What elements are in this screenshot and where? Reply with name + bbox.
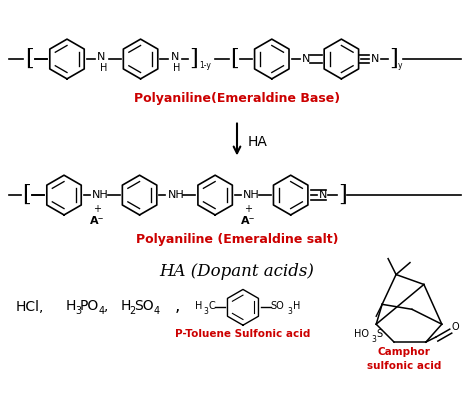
- Text: 2: 2: [129, 306, 136, 316]
- Text: [: [: [230, 48, 239, 70]
- Text: 4: 4: [99, 306, 105, 316]
- Text: ,: ,: [104, 300, 108, 313]
- Text: N: N: [170, 52, 179, 62]
- Text: NH: NH: [243, 190, 260, 200]
- Text: ]: ]: [338, 184, 347, 206]
- Text: SO: SO: [135, 300, 154, 313]
- Text: HA (Dopant acids): HA (Dopant acids): [160, 263, 314, 280]
- Text: [: [: [25, 48, 34, 70]
- Text: +: +: [93, 204, 101, 214]
- Text: 4: 4: [154, 306, 160, 316]
- Text: ]: ]: [189, 48, 198, 70]
- Text: NH: NH: [92, 190, 109, 200]
- Text: Camphor
sulfonic acid: Camphor sulfonic acid: [367, 347, 441, 370]
- Text: H: H: [66, 300, 76, 313]
- Text: 3: 3: [371, 335, 376, 344]
- Text: Polyaniline (Emeraldine salt): Polyaniline (Emeraldine salt): [136, 233, 338, 246]
- Text: A⁻: A⁻: [90, 216, 104, 226]
- Text: 3: 3: [288, 307, 292, 316]
- Text: H: H: [195, 301, 202, 311]
- Text: A⁻: A⁻: [241, 216, 255, 226]
- Text: ,: ,: [174, 297, 180, 315]
- Text: H: H: [173, 63, 181, 73]
- Text: [: [: [22, 184, 31, 206]
- Text: 3: 3: [203, 307, 208, 316]
- Text: HCl,: HCl,: [15, 300, 44, 314]
- Text: 3: 3: [75, 306, 81, 316]
- Text: Polyaniline(Emeraldine Base): Polyaniline(Emeraldine Base): [134, 92, 340, 105]
- Text: y: y: [398, 61, 402, 70]
- Text: S: S: [376, 329, 383, 339]
- Text: H: H: [292, 301, 300, 311]
- Text: HA: HA: [248, 136, 268, 150]
- Text: +: +: [244, 204, 252, 214]
- Text: 1-y: 1-y: [199, 61, 211, 70]
- Text: HO: HO: [354, 329, 369, 339]
- Text: ]: ]: [389, 48, 398, 70]
- Text: H: H: [100, 63, 107, 73]
- Text: O: O: [452, 322, 459, 332]
- Text: PO: PO: [80, 300, 99, 313]
- Text: N: N: [97, 52, 105, 62]
- Text: C: C: [208, 301, 215, 311]
- Text: SO: SO: [271, 301, 284, 311]
- Text: N: N: [301, 54, 310, 64]
- Text: NH: NH: [167, 190, 184, 200]
- Text: H: H: [121, 300, 131, 313]
- Text: N: N: [371, 54, 380, 64]
- Text: N: N: [319, 190, 327, 200]
- Text: P-Toluene Sulfonic acid: P-Toluene Sulfonic acid: [175, 329, 310, 339]
